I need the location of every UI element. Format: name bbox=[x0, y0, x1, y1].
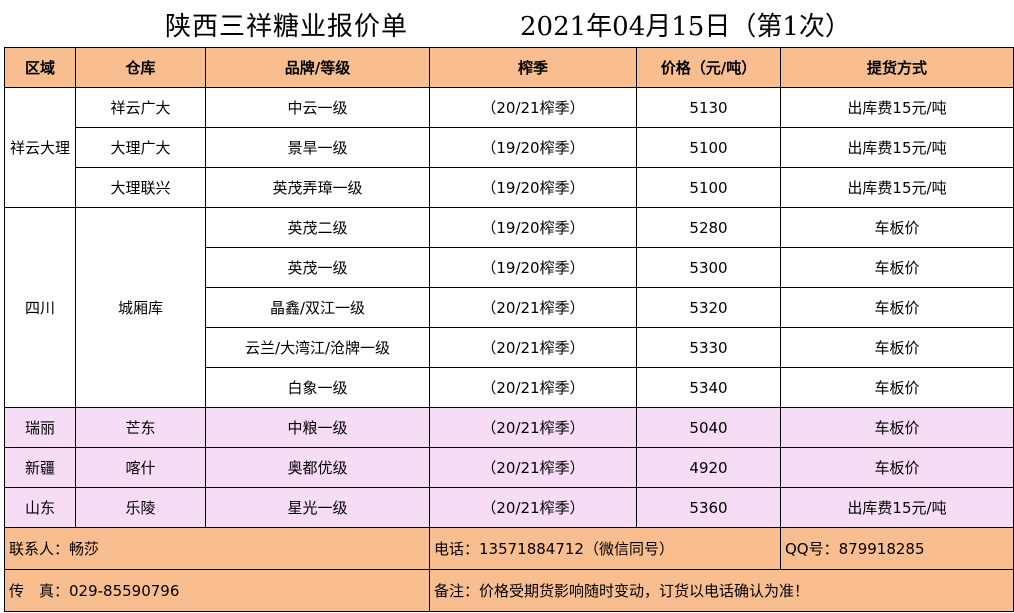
price-cell: 5100 bbox=[636, 167, 781, 208]
season-cell: （20/21榨季） bbox=[429, 487, 637, 528]
sheet-date: 2021年04月15日（第1次） bbox=[520, 12, 851, 42]
brand-cell: 云兰/大湾江/沧牌一级 bbox=[205, 327, 430, 368]
season-cell: （20/21榨季） bbox=[429, 407, 637, 448]
table-row: 山东 乐陵 星光一级 （20/21榨季） 5360 出库费15元/吨 bbox=[4, 487, 1014, 528]
region-cell: 山东 bbox=[4, 487, 76, 528]
price-table: 区域 仓库 品牌/等级 榨季 价格（元/吨） 提货方式 祥云大理 祥云广大 中云… bbox=[4, 47, 1014, 612]
header-delivery: 提货方式 bbox=[780, 47, 1014, 88]
price-cell: 5280 bbox=[636, 207, 781, 248]
contact-qq: QQ号：879918285 bbox=[780, 527, 1014, 570]
season-cell: （19/20榨季） bbox=[429, 127, 637, 168]
header-warehouse: 仓库 bbox=[75, 47, 206, 88]
delivery-cell: 出库费15元/吨 bbox=[780, 87, 1014, 128]
region-cell: 新疆 bbox=[4, 447, 76, 488]
table-row: 晶鑫/双江一级 （20/21榨季） 5320 车板价 bbox=[5, 287, 1014, 328]
table-row: 大理广大 景旱一级 （19/20榨季） 5100 出库费15元/吨 bbox=[5, 127, 1014, 168]
header-row: 区域 仓库 品牌/等级 榨季 价格（元/吨） 提货方式 bbox=[4, 47, 1014, 88]
contact-person: 联系人：畅莎 bbox=[4, 527, 430, 570]
price-cell: 4920 bbox=[636, 447, 781, 488]
title-bar: 陕西三祥糖业报价单 2021年04月15日（第1次） bbox=[0, 0, 1014, 46]
delivery-cell: 车板价 bbox=[780, 367, 1014, 408]
delivery-cell: 车板价 bbox=[780, 247, 1014, 288]
table-row: 四川 城厢库 英茂二级 （19/20榨季） 5280 车板价 bbox=[4, 207, 1014, 408]
region-cell: 瑞丽 bbox=[4, 407, 76, 448]
header-price: 价格（元/吨） bbox=[636, 47, 781, 88]
season-cell: （19/20榨季） bbox=[429, 247, 637, 288]
table-row: 云兰/大湾江/沧牌一级 （20/21榨季） 5330 车板价 bbox=[5, 327, 1014, 368]
table-row: 白象一级 （20/21榨季） 5340 车板价 bbox=[5, 367, 1014, 408]
price-cell: 5330 bbox=[636, 327, 781, 368]
delivery-cell: 车板价 bbox=[780, 447, 1014, 488]
header-season: 榨季 bbox=[429, 47, 637, 88]
season-cell: （20/21榨季） bbox=[429, 447, 637, 488]
delivery-cell: 车板价 bbox=[780, 327, 1014, 368]
footer-row-fax: 传 真：029-85590796 备注：价格受期货影响随时变动，订货以电话确认为… bbox=[4, 569, 1014, 612]
region-cell: 四川 bbox=[4, 207, 76, 408]
warehouse-cell: 喀什 bbox=[75, 447, 206, 488]
delivery-cell: 出库费15元/吨 bbox=[780, 167, 1014, 208]
contact-phone: 电话：13571884712（微信同号） bbox=[429, 527, 781, 570]
contact-fax: 传 真：029-85590796 bbox=[4, 569, 430, 612]
season-cell: （20/21榨季） bbox=[429, 367, 637, 408]
delivery-cell: 车板价 bbox=[780, 407, 1014, 448]
brand-cell: 英茂一级 bbox=[205, 247, 430, 288]
season-cell: （20/21榨季） bbox=[429, 327, 637, 368]
price-cell: 5360 bbox=[636, 487, 781, 528]
delivery-cell: 车板价 bbox=[780, 287, 1014, 328]
brand-cell: 晶鑫/双江一级 bbox=[205, 287, 430, 328]
season-cell: （20/21榨季） bbox=[429, 287, 637, 328]
footer-row-contact: 联系人：畅莎 电话：13571884712（微信同号） QQ号：87991828… bbox=[4, 527, 1014, 570]
brand-cell: 英茂二级 bbox=[205, 207, 430, 248]
table-row: 祥云大理 祥云广大 中云一级 （20/21榨季） 5130 出库费15元/吨 bbox=[4, 87, 1014, 208]
warehouse-cell: 大理广大 bbox=[75, 127, 206, 168]
price-cell: 5340 bbox=[636, 367, 781, 408]
brand-cell: 中粮一级 bbox=[205, 407, 430, 448]
table-row: 瑞丽 芒东 中粮一级 （20/21榨季） 5040 车板价 bbox=[4, 407, 1014, 448]
warehouse-cell: 乐陵 bbox=[75, 487, 206, 528]
price-cell: 5320 bbox=[636, 287, 781, 328]
brand-cell: 星光一级 bbox=[205, 487, 430, 528]
price-note: 备注：价格受期货影响随时变动，订货以电话确认为准！ bbox=[429, 569, 1014, 612]
brand-cell: 英茂弄璋一级 bbox=[205, 167, 430, 208]
delivery-cell: 车板价 bbox=[780, 207, 1014, 248]
brand-cell: 白象一级 bbox=[205, 367, 430, 408]
price-cell: 5040 bbox=[636, 407, 781, 448]
header-region: 区域 bbox=[4, 47, 76, 88]
price-cell: 5130 bbox=[636, 87, 781, 128]
price-cell: 5300 bbox=[636, 247, 781, 288]
warehouse-cell: 祥云广大 bbox=[75, 87, 206, 128]
header-brand: 品牌/等级 bbox=[205, 47, 430, 88]
warehouse-cell: 大理联兴 bbox=[75, 167, 206, 208]
season-cell: （19/20榨季） bbox=[429, 167, 637, 208]
brand-cell: 奥都优级 bbox=[205, 447, 430, 488]
table-row: 大理联兴 英茂弄璋一级 （19/20榨季） 5100 出库费15元/吨 bbox=[5, 167, 1014, 208]
table-row: 英茂一级 （19/20榨季） 5300 车板价 bbox=[5, 247, 1014, 288]
warehouse-cell: 芒东 bbox=[75, 407, 206, 448]
warehouse-cell: 城厢库 bbox=[75, 207, 206, 408]
table-row: 新疆 喀什 奥都优级 （20/21榨季） 4920 车板价 bbox=[4, 447, 1014, 488]
season-cell: （19/20榨季） bbox=[429, 207, 637, 248]
sheet-title: 陕西三祥糖业报价单 bbox=[165, 12, 409, 42]
delivery-cell: 出库费15元/吨 bbox=[780, 127, 1014, 168]
brand-cell: 景旱一级 bbox=[205, 127, 430, 168]
region-cell: 祥云大理 bbox=[4, 87, 76, 208]
price-cell: 5100 bbox=[636, 127, 781, 168]
delivery-cell: 出库费15元/吨 bbox=[780, 487, 1014, 528]
season-cell: （20/21榨季） bbox=[429, 87, 637, 128]
brand-cell: 中云一级 bbox=[205, 87, 430, 128]
